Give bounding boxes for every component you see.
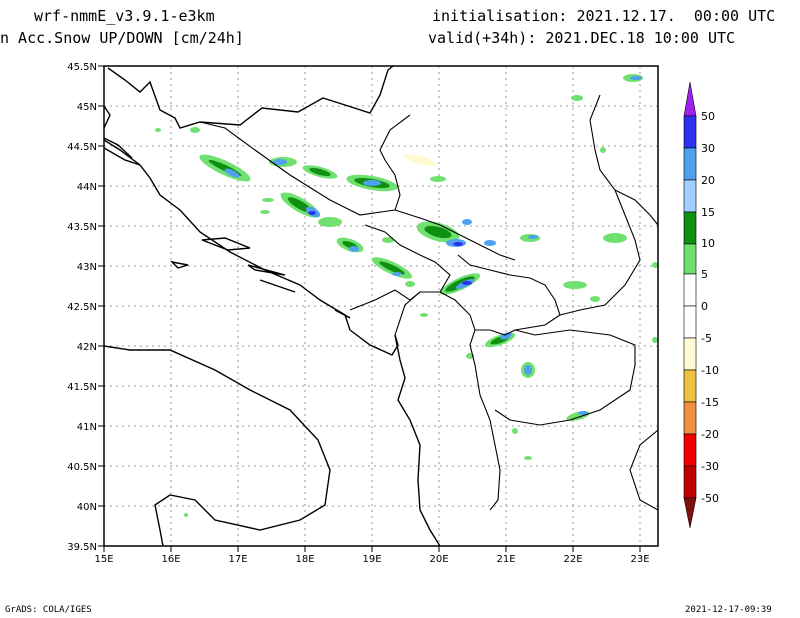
lon-labels: 15E 16E 17E 18E 19E 20E 21E 22E 23E [94,554,649,565]
lon-label: 18E [295,554,314,565]
colorbar-bottom-triangle [683,497,697,529]
colorbar-bin [683,337,697,371]
colorbar-label: -10 [701,364,719,377]
colorbar-bin [683,369,697,403]
country-borders [199,94,659,511]
lat-label: 45N [77,102,97,113]
lon-label: 16E [161,554,180,565]
lon-label: 22E [563,554,582,565]
lat-label: 40N [77,502,97,513]
colorbar-bin [683,273,697,307]
lat-label: 40.5N [67,462,97,473]
colorbar-label: -50 [701,492,719,505]
colorbar-bin [683,433,697,467]
init-time: initialisation: 2021.12.17. 00:00 UTC [432,7,776,25]
lat-label: 43N [77,262,97,273]
lon-label: 20E [429,554,448,565]
lat-label: 44.5N [67,142,97,153]
lon-label: 23E [630,554,649,565]
lat-label: 45.5N [67,62,97,73]
model-title: wrf-nmmE_v3.9.1-e3km [34,7,215,25]
lat-label: 44N [77,182,97,193]
colorbar-label: -30 [701,460,719,473]
lat-label: 41N [77,422,97,433]
colorbar-bin [683,147,697,181]
colorbar-bin [683,115,697,149]
colorbar-label: 0 [701,300,708,313]
colorbar-bin [683,179,697,213]
colorbar-top-triangle [683,81,697,117]
lat-label: 39.5N [67,542,97,553]
colorbar-label: -5 [701,332,712,345]
colorbar-label: 5 [701,268,708,281]
colorbar-bin [683,401,697,435]
colorbar-labels: 50 30 20 15 10 5 0 -5 -10 -15 -20 -30 -5… [701,110,719,505]
lon-label: 21E [496,554,515,565]
lat-label: 43.5N [67,222,97,233]
lon-label: 15E [94,554,113,565]
lon-label: 19E [362,554,381,565]
colorbar-label: 20 [701,174,715,187]
colorbar-bin [683,465,697,499]
axis-ticks [98,65,641,552]
lat-label: 41.5N [67,382,97,393]
colorbar-bin [683,305,697,339]
valid-time: valid(+34h): 2021.DEC.18 10:00 UTC [428,29,736,47]
colorbar-label: -15 [701,396,719,409]
footer-credit: GrADS: COLA/IGES [5,605,92,615]
colorbar-label: 10 [701,237,715,250]
lat-label: 42.5N [67,302,97,313]
lon-label: 17E [228,554,247,565]
coastlines [103,65,441,547]
colorbar-bin [683,243,697,275]
colorbar-label: 15 [701,206,715,219]
footer-timestamp: 2021-12-17-09:39 [685,605,772,615]
field-title: n Acc.Snow UP/DOWN [cm/24h] [0,29,244,47]
lat-label: 42N [77,342,97,353]
colorbar [683,81,697,529]
snow-field [155,74,658,517]
lat-labels: 45.5N 45N 44.5N 44N 43.5N 43N 42.5N 42N … [67,62,97,553]
colorbar-label: -20 [701,428,719,441]
colorbar-bin [683,211,697,245]
colorbar-label: 50 [701,110,715,123]
map-gridlines [104,66,658,546]
colorbar-label: 30 [701,142,715,155]
